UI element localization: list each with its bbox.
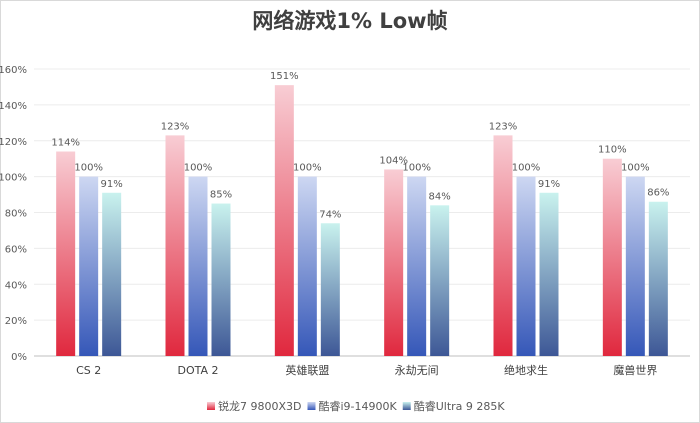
bar [188,176,208,356]
data-label: 100% [402,163,431,174]
data-label: 114% [51,138,80,149]
data-label: 123% [161,121,190,132]
bar [407,176,427,356]
data-label: 100% [512,163,541,174]
bar [625,176,645,356]
bar [648,201,668,356]
data-label: 100% [184,163,213,174]
x-tick-label: CS 2 [76,364,101,377]
data-label: 84% [429,191,451,202]
bar [430,205,450,356]
bar [165,135,185,356]
data-label: 151% [270,71,299,82]
legend-swatch [207,402,215,410]
legend-swatch [402,402,411,410]
x-tick-label: 英雄联盟 [285,363,329,377]
x-tick-label: 永劫无间 [395,363,439,377]
bar [602,158,622,356]
data-label: 100% [621,163,650,174]
data-label: 123% [489,121,518,132]
y-tick-label: 80% [5,209,27,220]
data-label: 74% [319,209,341,220]
x-tick-label: DOTA 2 [177,364,218,377]
legend-label: 锐龙7 9800X3D [218,399,302,413]
data-label: 91% [101,179,123,190]
data-label: 104% [379,155,408,166]
bar [539,192,559,356]
bar [211,203,231,356]
x-tick-label: 绝地求生 [504,363,548,377]
bar [56,151,76,356]
y-tick-label: 140% [0,101,27,112]
x-tick-label: 魔兽世界 [613,363,657,377]
bar [493,135,513,356]
bar [516,176,536,356]
data-label: 110% [598,145,627,156]
legend-swatch [307,402,316,410]
bar [79,176,99,356]
data-label: 100% [74,163,103,174]
legend-label: 酷睿Ultra 9 285K [414,399,506,413]
y-tick-label: 20% [5,316,27,327]
data-label: 100% [293,163,322,174]
bar [274,85,294,357]
y-tick-label: 40% [5,280,27,291]
y-tick-label: 0% [11,352,27,363]
bar [102,192,122,356]
data-label: 86% [647,188,669,199]
data-label: 91% [538,179,560,190]
y-tick-label: 160% [0,65,27,76]
bar [320,223,340,356]
data-label: 85% [210,190,232,201]
bar [297,176,317,356]
y-tick-label: 120% [0,137,27,148]
bar [384,169,404,356]
y-tick-label: 100% [0,173,27,184]
y-tick-label: 60% [5,244,27,255]
chart-title: 网络游戏1% Low帧 [252,9,447,33]
legend-label: 酷睿i9-14900K [319,399,398,413]
